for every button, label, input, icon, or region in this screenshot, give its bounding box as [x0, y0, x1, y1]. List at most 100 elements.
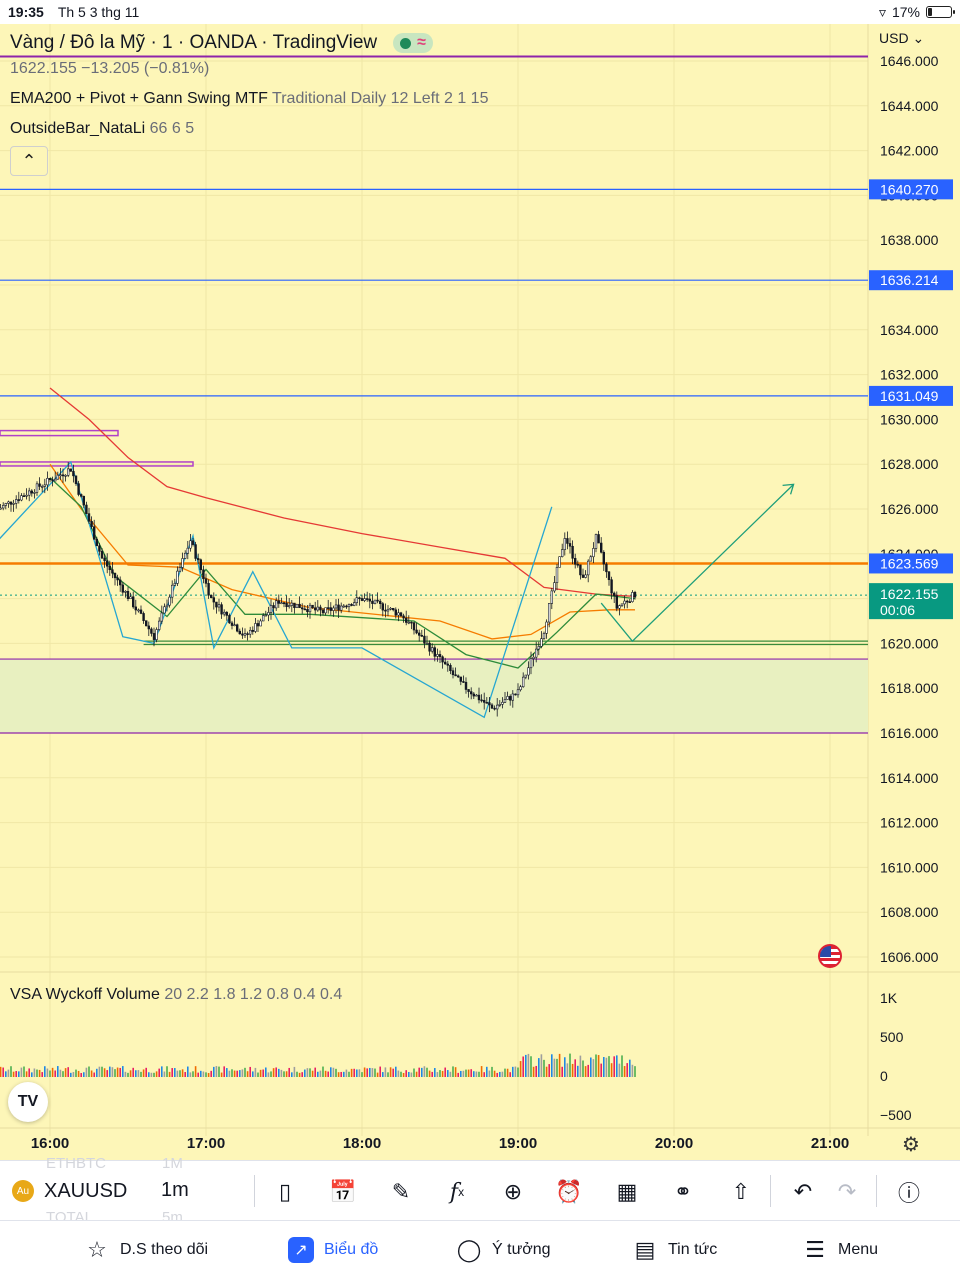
- nav-watchlist[interactable]: ☆ D.S theo dõi: [84, 1237, 208, 1263]
- volume-bar: [548, 1064, 550, 1077]
- volume-bar: [618, 1063, 621, 1077]
- indicator-vsa-volume[interactable]: VSA Wyckoff Volume 20 2.2 1.8 1.2 0.8 0.…: [10, 986, 342, 1004]
- candle-body: [59, 474, 62, 477]
- nav-news[interactable]: ▤ Tin tức: [632, 1237, 718, 1263]
- candle-body: [542, 633, 546, 639]
- nav-menu[interactable]: ☰ Menu: [802, 1237, 878, 1263]
- candle-body: [87, 513, 91, 522]
- volume-bar: [374, 1068, 376, 1077]
- share-icon[interactable]: ⇧: [731, 1179, 751, 1204]
- timeframe-selector[interactable]: 1m: [161, 1179, 189, 1201]
- volume-bar: [215, 1066, 218, 1077]
- candle-body: [555, 567, 559, 583]
- candle-body: [121, 584, 125, 593]
- volume-bar: [384, 1067, 387, 1077]
- collapse-legend-button[interactable]: ⌃: [10, 146, 48, 176]
- volume-bar: [262, 1069, 264, 1077]
- price-tag: [869, 553, 953, 574]
- candle-body: [566, 538, 569, 544]
- price-chart[interactable]: 1646.0001644.0001642.0001640.0001638.000…: [0, 24, 960, 1160]
- candle-body: [633, 592, 637, 598]
- volume-bar: [382, 1072, 384, 1077]
- candle-body: [204, 578, 208, 584]
- candle-body: [607, 571, 611, 581]
- symbol-legend[interactable]: Vàng / Đô la Mỹ · 1 · OANDA · TradingVie…: [10, 32, 433, 54]
- redo-icon[interactable]: ↷: [837, 1179, 857, 1204]
- indicator-ema-pivot[interactable]: EMA200 + Pivot + Gann Swing MTF Traditio…: [10, 90, 488, 108]
- candle-body: [355, 597, 358, 603]
- candle-body: [194, 544, 197, 559]
- volume-bar: [343, 1071, 345, 1077]
- volume-bar: [122, 1066, 124, 1077]
- candle-body: [456, 675, 460, 678]
- volume-bar: [278, 1068, 280, 1077]
- volume-bar: [25, 1071, 28, 1077]
- volume-bar: [301, 1072, 303, 1077]
- indicator2-params: 66 6 5: [149, 120, 195, 137]
- volume-bar: [142, 1069, 145, 1077]
- price-axis-label: 1642.000: [880, 143, 939, 159]
- volume-bar: [400, 1071, 402, 1077]
- volume-bar: [389, 1067, 392, 1077]
- volume-bar: [135, 1070, 137, 1077]
- volume-bar: [415, 1071, 418, 1077]
- currency-selector[interactable]: USD ⌄: [879, 30, 925, 46]
- volume-bar: [514, 1066, 517, 1077]
- candle-body: [521, 676, 525, 688]
- candle-body: [72, 470, 75, 477]
- volume-bar: [358, 1069, 361, 1077]
- symbol-selector[interactable]: ETHBTC 1M Au XAUUSD TOTAL 5m: [12, 1155, 183, 1226]
- candle-body: [272, 605, 275, 609]
- price-tag-label: 1623.569: [880, 555, 939, 571]
- candle-body: [337, 604, 340, 611]
- candle-body: [293, 602, 296, 608]
- undo-icon[interactable]: ↶: [793, 1179, 813, 1204]
- nav-chart[interactable]: ↗ Biểu đồ: [288, 1237, 378, 1263]
- layout-grid-icon[interactable]: ▦: [616, 1179, 638, 1204]
- candle-body: [568, 543, 572, 547]
- volume-params: 20 2.2 1.8 1.2 0.8 0.4 0.4: [164, 986, 343, 1003]
- chart-area[interactable]: 1646.0001644.0001642.0001640.0001638.000…: [0, 24, 960, 1160]
- volume-bar: [324, 1070, 327, 1077]
- symbol-title: Vàng / Đô la Mỹ · 1 · OANDA · TradingVie…: [10, 32, 378, 53]
- volume-bar: [564, 1057, 566, 1077]
- nav-ideas[interactable]: ◯ Ý tưởng: [456, 1237, 551, 1262]
- candle-body: [594, 534, 598, 549]
- volume-bar: [12, 1071, 15, 1077]
- candle-body: [446, 663, 449, 666]
- alarm-clock-icon[interactable]: ⏰: [555, 1179, 583, 1204]
- volume-bar: [270, 1071, 272, 1077]
- us-flag-icon[interactable]: [818, 944, 842, 968]
- candle-body: [407, 621, 410, 624]
- volume-bar: [337, 1072, 340, 1077]
- candle-body: [9, 501, 13, 505]
- add-plus-icon[interactable]: ⊕: [503, 1179, 523, 1204]
- candle-body: [584, 574, 587, 578]
- candle-body: [191, 540, 195, 545]
- candle-body: [282, 602, 286, 605]
- candle-body: [1, 505, 5, 509]
- volume-bar: [236, 1070, 238, 1077]
- drawing-pen-icon[interactable]: ✎: [391, 1179, 411, 1204]
- candle-body: [399, 612, 403, 617]
- lightbulb-icon[interactable]: ⚭: [673, 1179, 693, 1204]
- info-icon[interactable]: ⓘ: [897, 1181, 920, 1206]
- candle-body: [142, 613, 145, 621]
- candle-body: [376, 599, 379, 602]
- volume-bar: [600, 1063, 602, 1077]
- price-tag: [869, 179, 953, 200]
- candle-body: [579, 564, 582, 576]
- volume-bar: [582, 1060, 584, 1077]
- market-status-pill[interactable]: ≈: [393, 33, 433, 53]
- indicator-outsidebar[interactable]: OutsideBar_NataLi 66 6 5: [10, 120, 194, 138]
- candle-body: [571, 545, 574, 559]
- candle-body: [547, 603, 551, 623]
- gear-icon[interactable]: ⚙: [902, 1134, 920, 1156]
- replay-calendar-icon[interactable]: 📅: [329, 1179, 357, 1204]
- candle-type-icon[interactable]: ▯: [278, 1179, 292, 1204]
- candle-body: [397, 612, 400, 616]
- candle-body: [300, 607, 304, 610]
- tradingview-logo[interactable]: TV: [8, 1082, 48, 1122]
- current-price-label: 1622.155: [880, 586, 939, 602]
